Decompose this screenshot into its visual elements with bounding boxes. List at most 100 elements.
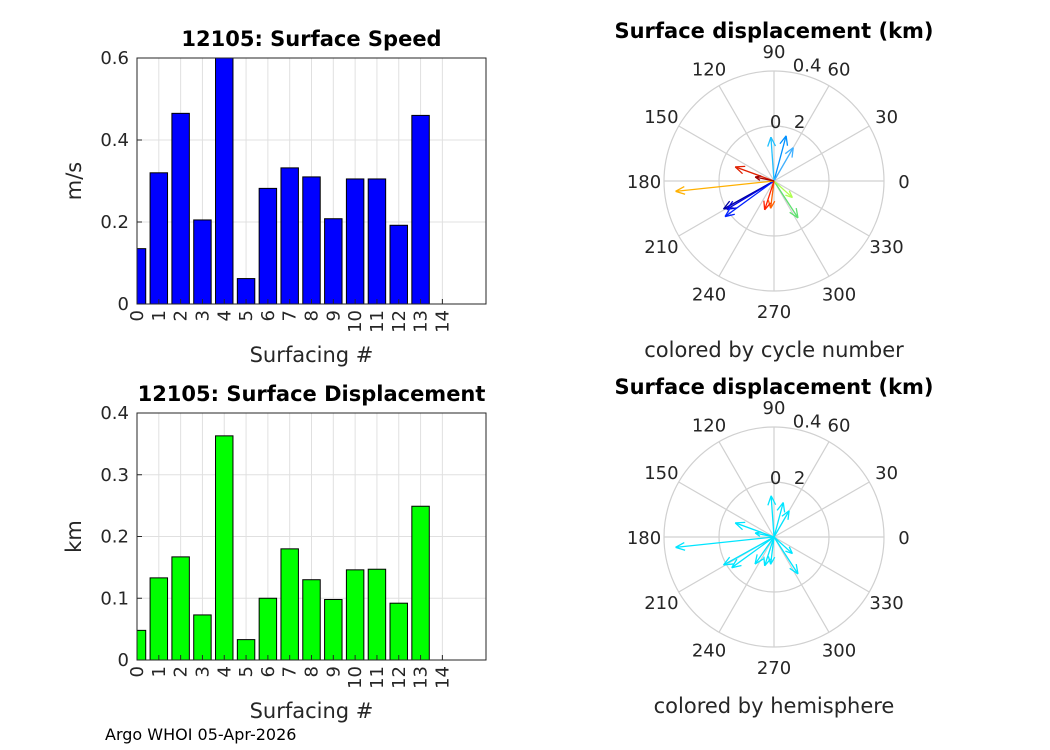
bar (411, 505, 430, 660)
spoke (773, 536, 830, 633)
bar (258, 187, 278, 304)
bar (345, 178, 365, 304)
x-tick-label: 11 (367, 310, 388, 333)
x-tick-label: 8 (302, 310, 323, 321)
angle-label: 300 (822, 285, 856, 306)
angle-label: 120 (692, 415, 726, 436)
displacement-vector (773, 147, 794, 182)
displacement-vector (754, 536, 775, 565)
x-tick-label: 2 (171, 666, 192, 677)
bar (171, 112, 190, 304)
angle-label: 60 (828, 415, 851, 436)
x-tick-label: 7 (280, 310, 301, 321)
bar (149, 577, 169, 660)
bars (137, 435, 430, 660)
y-tick-label: 0.6 (100, 48, 129, 69)
bar (324, 218, 343, 304)
displacement-vector (773, 180, 799, 219)
bar (389, 602, 408, 660)
y-tick-label: 0.1 (100, 588, 129, 609)
radial-label: 0.4 (793, 56, 822, 77)
radial-label: 0 (770, 112, 781, 133)
angle-label: 210 (644, 237, 678, 258)
displacement-vector (675, 536, 775, 551)
displacement-vector (724, 180, 775, 218)
x-tick-label: 14 (432, 666, 453, 689)
x-tick-label: 13 (411, 310, 432, 333)
radial-label: 0 (770, 468, 781, 489)
y-axis-label: m/s (62, 162, 86, 200)
x-tick-label: 10 (345, 666, 366, 689)
bar (302, 579, 321, 660)
angle-label: 90 (763, 398, 786, 419)
displacement-vector (763, 180, 775, 211)
displacement-vector (754, 531, 775, 538)
x-tick-label: 3 (192, 310, 213, 321)
displacement-vector (726, 180, 775, 210)
bar (171, 556, 190, 660)
y-tick-label: 0.3 (100, 465, 129, 486)
x-tick-label: 14 (432, 310, 453, 333)
y-tick-label: 0.2 (100, 212, 129, 233)
x-tick-label: 9 (323, 666, 344, 677)
bar (215, 58, 234, 304)
bar (302, 176, 321, 304)
spoke (718, 441, 775, 538)
displacement-vector (773, 135, 789, 182)
angle-label: 30 (875, 463, 898, 484)
bar (149, 172, 169, 304)
y-tick-label: 0 (118, 294, 129, 315)
displacement-vector (754, 175, 775, 182)
angle-label: 30 (875, 107, 898, 128)
x-axis-label: Surfacing # (250, 343, 374, 367)
y-tick-label: 0.4 (100, 403, 129, 424)
spoke (773, 180, 870, 237)
displacement-vector (731, 536, 775, 569)
angle-label: 150 (644, 107, 678, 128)
x-tick-label: 3 (192, 666, 213, 677)
bar (389, 224, 408, 304)
chart-title: 12105: Surface Speed (181, 27, 441, 51)
chart-title: Surface displacement (km) (614, 19, 933, 43)
bar (215, 435, 234, 660)
angle-label: 270 (757, 302, 791, 323)
displacement-vector (773, 510, 790, 538)
bar (280, 548, 299, 660)
chart-subtitle: colored by cycle number (644, 338, 904, 362)
radial-label: 2 (794, 468, 805, 489)
angle-label: 240 (692, 641, 726, 662)
displacement-vector (722, 536, 775, 566)
spoke (718, 180, 775, 277)
x-axis-label: Surfacing # (250, 699, 374, 723)
angle-label: 60 (828, 59, 851, 80)
bar (137, 248, 147, 304)
x-tick-label: 4 (214, 310, 235, 321)
x-tick-label: 10 (345, 310, 366, 333)
y-tick-label: 0.2 (100, 527, 129, 548)
x-tick-label: 9 (323, 310, 344, 321)
x-tick-label: 12 (389, 666, 410, 689)
radial-label: 0.4 (793, 412, 822, 433)
radial-label: 2 (794, 112, 805, 133)
angle-label: 150 (644, 463, 678, 484)
bar (367, 568, 387, 660)
y-tick-label: 0.4 (100, 130, 129, 151)
bar (324, 598, 343, 660)
spoke (773, 481, 870, 538)
bar (258, 597, 278, 660)
chart-subtitle: colored by hemisphere (654, 694, 895, 718)
x-tick-label: 4 (214, 666, 235, 677)
spoke (718, 85, 775, 182)
angle-label: 0 (898, 172, 909, 193)
displacement-vector (675, 180, 775, 195)
footer-credit: Argo WHOI 05-Apr-2026 (105, 725, 297, 744)
displacement-vector (763, 536, 775, 567)
x-tick-label: 7 (280, 666, 301, 677)
surface-displacement-chart: 00.10.20.30.40 1 2 3 4 5 6 7 8 9 10 11 12 13 1412105: … (62, 382, 487, 723)
x-tick-label: 0 (127, 310, 148, 321)
bar (411, 114, 430, 304)
displacement-vector (767, 136, 777, 182)
